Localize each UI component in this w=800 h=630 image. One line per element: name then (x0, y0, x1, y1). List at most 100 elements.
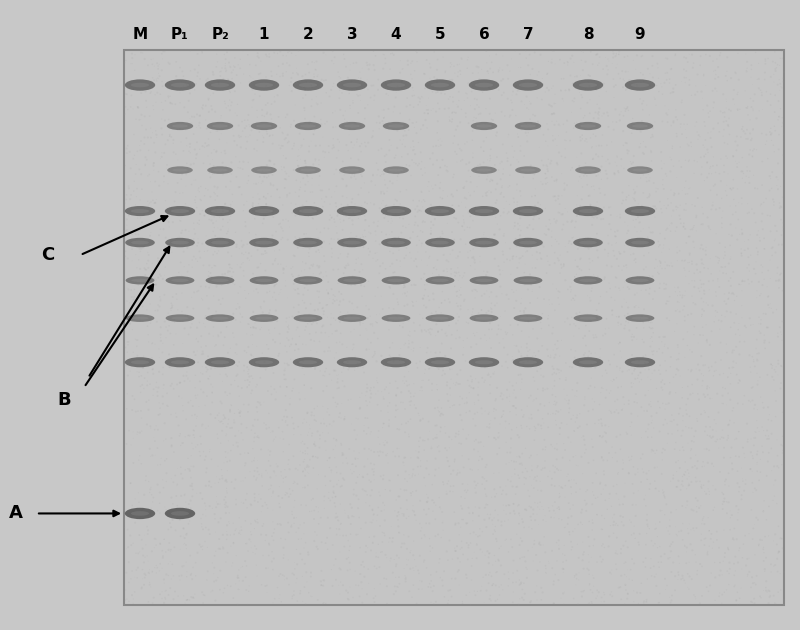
Point (445, 343, 458, 353)
Point (550, 406, 562, 416)
Point (667, 84, 680, 94)
Point (682, 481, 695, 491)
Point (616, 367, 629, 377)
Point (468, 399, 481, 410)
Point (377, 209, 390, 219)
Point (330, 202, 342, 212)
Point (149, 450, 162, 460)
Point (616, 198, 629, 209)
Point (714, 50, 726, 60)
Point (511, 129, 524, 139)
Point (194, 144, 206, 154)
Point (622, 396, 635, 406)
Point (734, 543, 746, 553)
Point (670, 387, 682, 398)
Point (359, 486, 372, 496)
Point (138, 263, 150, 273)
Point (774, 270, 786, 280)
Point (393, 553, 406, 563)
Point (518, 307, 530, 318)
Point (308, 415, 321, 425)
Point (735, 244, 748, 254)
Point (658, 240, 670, 250)
Point (248, 466, 261, 476)
Point (497, 51, 510, 61)
Point (426, 506, 439, 516)
Point (296, 205, 309, 215)
Point (701, 157, 714, 167)
Point (314, 115, 327, 125)
Point (612, 339, 625, 349)
Point (303, 263, 316, 273)
Point (263, 328, 276, 338)
Point (591, 236, 604, 246)
Point (688, 156, 701, 166)
Point (774, 82, 787, 92)
Point (607, 82, 620, 92)
Point (586, 499, 598, 509)
Point (190, 254, 202, 264)
Point (565, 537, 578, 547)
Point (470, 480, 482, 490)
Point (301, 408, 314, 418)
Point (378, 394, 390, 404)
Point (726, 406, 739, 416)
Point (726, 459, 738, 469)
Point (722, 468, 735, 478)
Point (731, 587, 744, 597)
Point (570, 413, 583, 423)
Point (118, 449, 130, 459)
Point (654, 229, 666, 239)
Point (283, 188, 296, 198)
Point (746, 534, 759, 544)
Point (266, 427, 279, 437)
Point (559, 275, 572, 285)
Point (290, 325, 302, 335)
Point (415, 274, 428, 284)
Point (646, 201, 659, 211)
Point (757, 425, 770, 435)
Point (509, 469, 522, 479)
Point (642, 248, 655, 258)
Point (701, 384, 714, 394)
Point (487, 369, 500, 379)
Point (583, 541, 596, 551)
Point (340, 211, 353, 221)
Point (564, 135, 577, 146)
Point (406, 469, 419, 479)
Point (220, 475, 233, 485)
Point (604, 520, 617, 530)
Point (317, 146, 330, 156)
Point (550, 344, 563, 354)
Point (476, 373, 489, 383)
Point (501, 447, 514, 457)
Point (549, 59, 562, 69)
Point (549, 399, 562, 410)
Point (265, 481, 278, 491)
Point (137, 551, 150, 561)
Point (208, 181, 221, 192)
Point (415, 164, 428, 174)
Point (683, 231, 696, 241)
Point (197, 598, 210, 608)
Point (281, 573, 294, 583)
Point (379, 123, 392, 134)
Point (225, 100, 238, 110)
Point (464, 600, 477, 610)
Point (703, 163, 716, 173)
Point (349, 277, 362, 287)
Point (410, 261, 423, 272)
Point (314, 98, 327, 108)
Point (558, 144, 571, 154)
Point (527, 173, 540, 183)
Point (121, 275, 134, 285)
Point (551, 336, 564, 346)
Point (318, 223, 330, 233)
Point (155, 114, 168, 124)
Point (634, 217, 646, 227)
Point (167, 353, 180, 363)
Point (441, 389, 454, 399)
Point (503, 66, 516, 76)
Point (134, 530, 146, 540)
Point (619, 316, 632, 326)
